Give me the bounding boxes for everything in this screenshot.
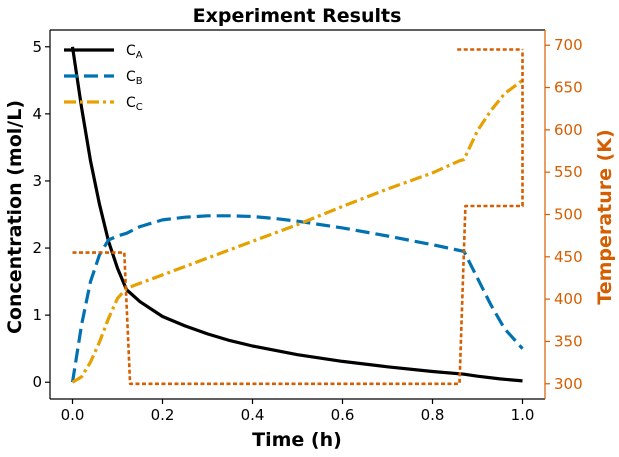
y-tick-label: 5 <box>32 38 42 56</box>
legend-label-a: CA <box>126 43 143 61</box>
y-axis-label: Concentration (mol/L) <box>4 100 26 334</box>
y2-tick-label: 500 <box>554 206 583 224</box>
y-tick-label: 2 <box>32 239 42 257</box>
y2-tick-label: 350 <box>554 332 583 350</box>
x-axis-label: Time (h) <box>252 429 342 451</box>
y2-tick-label: 300 <box>554 375 583 393</box>
series-line-c-b-1 <box>70 214 524 383</box>
x-tick-label: 0.0 <box>61 406 85 424</box>
x-tick-label: 0.8 <box>421 406 445 424</box>
x-tick-label: 0.6 <box>331 406 355 424</box>
y2-tick-label: 550 <box>554 163 583 181</box>
y-tick-label: 4 <box>32 105 42 123</box>
y-tick-label: 1 <box>32 306 42 324</box>
y2-tick-label: 400 <box>554 290 583 308</box>
series-line-c-a-0 <box>70 46 523 383</box>
legend-label-b: CB <box>126 69 143 87</box>
y2-tick-label: 700 <box>554 36 583 54</box>
y2-axis-label: Temperature (K) <box>594 129 616 304</box>
y-tick-label: 3 <box>32 172 42 190</box>
series-line-temperature-3 <box>72 49 524 386</box>
legend-label-c: CC <box>126 95 143 113</box>
y2-tick-label: 600 <box>554 121 583 139</box>
plot-area: 0.0 0.2 0.4 0.6 0.8 1.0 0 1 2 3 4 5 300 350 400 450 500 5… <box>32 29 583 424</box>
x-tick-label: 0.2 <box>151 406 175 424</box>
chart-title: Experiment Results <box>193 5 402 27</box>
x-tick-label: 0.4 <box>241 406 265 424</box>
y2-tick-label: 450 <box>554 248 583 266</box>
series-line-c-c-2 <box>71 79 524 384</box>
y2-tick-label: 650 <box>554 79 583 97</box>
y-tick-label: 0 <box>32 373 42 391</box>
x-tick-label: 1.0 <box>511 406 535 424</box>
